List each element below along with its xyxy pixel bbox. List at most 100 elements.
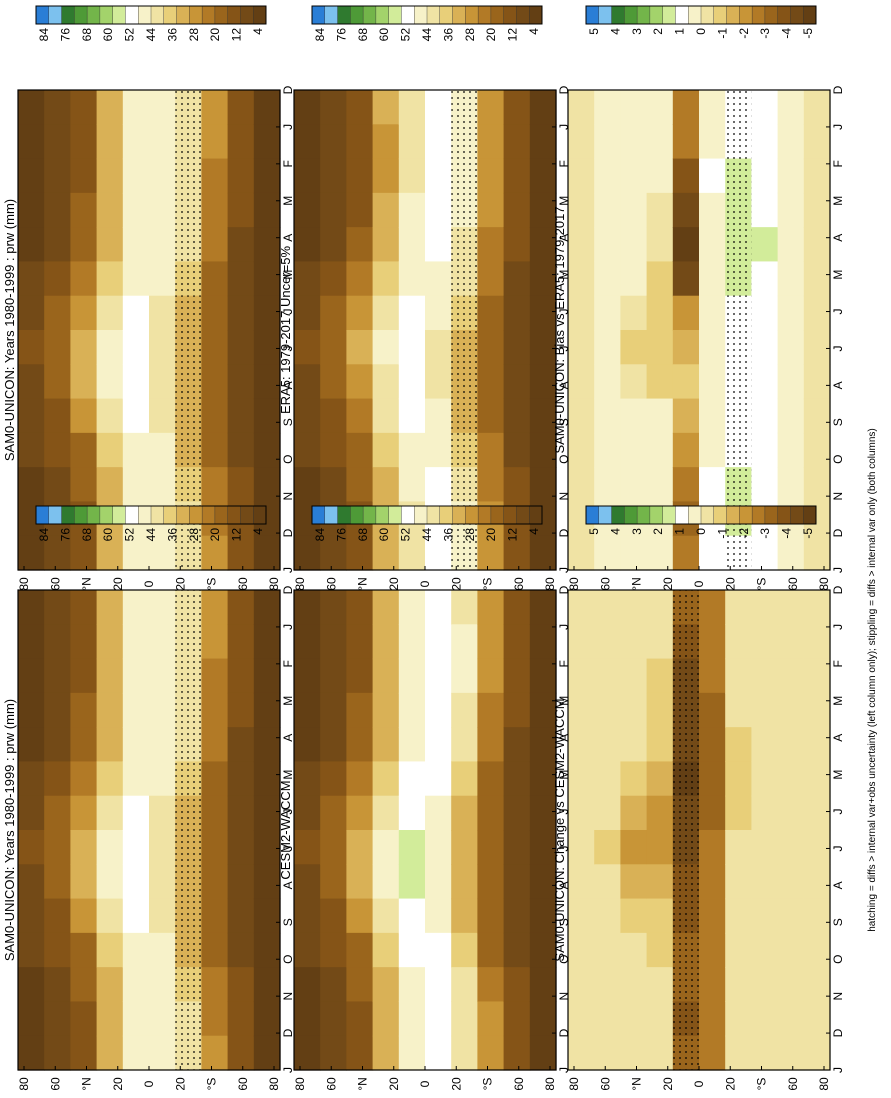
- heat-cell: [398, 535, 426, 571]
- heat-cell: [725, 1001, 752, 1037]
- heat-cell: [751, 227, 779, 263]
- colorbar-swatch: [713, 505, 728, 525]
- heat-cell: [201, 727, 229, 763]
- colorbar-label: -4: [780, 528, 794, 539]
- heat-cell: [320, 432, 347, 468]
- stipple-mark: [725, 432, 752, 468]
- heat-cell: [346, 432, 374, 468]
- month-tick-label: O: [281, 955, 295, 964]
- month-tick-label: J: [557, 809, 571, 815]
- heat-cell: [503, 1035, 531, 1071]
- heat-cell: [451, 1001, 478, 1037]
- heat-cell: [503, 932, 531, 968]
- heat-cell: [372, 261, 400, 297]
- heat-cell: [398, 227, 426, 263]
- heat-cell: [122, 364, 150, 400]
- colorbar-swatch: [649, 505, 664, 525]
- heat-cell: [96, 624, 124, 660]
- heat-cell: [149, 932, 176, 968]
- month-tick-label: M: [831, 270, 845, 280]
- heat-cell: [96, 692, 124, 728]
- month-tick-label: J: [281, 1067, 295, 1073]
- heat-cell: [594, 1035, 621, 1071]
- heat-cell: [503, 124, 531, 160]
- heat-cell: [451, 692, 478, 728]
- colorbar-swatch: [751, 5, 766, 25]
- heat-cell: [149, 967, 176, 1003]
- heat-cell: [201, 90, 229, 125]
- heat-cell: [372, 590, 400, 625]
- heat-cell: [777, 261, 805, 297]
- colorbar-label: -5: [801, 28, 815, 39]
- heat-cell: [568, 1035, 595, 1071]
- heat-cell: [803, 330, 831, 365]
- heat-cell: [122, 830, 150, 865]
- colorbar-swatch: [585, 5, 600, 25]
- heat-cell: [44, 330, 71, 365]
- heat-cell: [44, 535, 71, 571]
- colorbar-label: 76: [334, 28, 348, 42]
- colorbar-frame: [311, 505, 543, 525]
- lat-tick-label: 60: [786, 577, 800, 591]
- lat-tick-label: 80: [567, 1077, 581, 1091]
- heat-cell: [320, 1035, 347, 1071]
- heat-cell: [620, 932, 648, 968]
- heat-cell: [253, 624, 281, 660]
- lat-tick-label: 20: [111, 1077, 125, 1091]
- colorbar-swatch: [311, 505, 326, 525]
- heat-cell: [372, 535, 400, 571]
- lat-tick-label: 20: [387, 1077, 401, 1091]
- heat-cell: [227, 624, 255, 660]
- heat-cell: [122, 932, 150, 968]
- colorbar-swatch: [503, 5, 517, 25]
- stipple-mark: [175, 795, 202, 830]
- colorbar-swatch: [700, 505, 715, 525]
- heat-cell: [320, 692, 347, 728]
- stipple-mark: [672, 864, 699, 899]
- heat-cell: [398, 967, 426, 1003]
- heat-cell: [425, 692, 452, 728]
- heat-cell: [568, 761, 595, 797]
- colorbar-swatch: [150, 5, 165, 25]
- heat-cell: [149, 727, 176, 763]
- heat-cell: [699, 364, 726, 400]
- heat-cell: [227, 330, 255, 365]
- heat-cell: [751, 467, 779, 503]
- heat-cell: [70, 658, 98, 694]
- heat-cell: [96, 398, 124, 434]
- heat-cell: [201, 830, 229, 865]
- heat-cell: [451, 658, 478, 694]
- heat-cell: [646, 467, 674, 503]
- heat-cell: [201, 898, 229, 934]
- colorbar-label: 60: [377, 528, 391, 542]
- heat-cell: [646, 535, 674, 571]
- colorbar-swatch: [726, 505, 740, 525]
- heat-cell: [529, 624, 557, 660]
- heat-cell: [568, 398, 595, 434]
- lat-tick-label: 20: [449, 1077, 463, 1091]
- stipple-mark: [175, 261, 202, 296]
- heat-cell: [699, 830, 726, 865]
- heat-cell: [372, 330, 400, 365]
- heat-cell: [44, 795, 71, 831]
- heat-cell: [725, 590, 752, 625]
- heat-cell: [777, 761, 805, 797]
- heat-cell: [253, 761, 281, 797]
- heat-cell: [568, 124, 595, 160]
- heat-cell: [777, 967, 805, 1003]
- heat-cell: [451, 932, 478, 968]
- heat-cell: [201, 261, 229, 297]
- heat-cell: [699, 261, 726, 297]
- heat-cell: [18, 124, 45, 160]
- heat-cell: [803, 590, 831, 625]
- heat-cell: [751, 761, 779, 797]
- lat-tick-label: 0: [142, 580, 156, 587]
- heat-cell: [477, 432, 505, 468]
- heat-cell: [529, 227, 557, 263]
- colorbar-label: -4: [780, 28, 794, 39]
- heat-cell: [96, 535, 124, 571]
- heat-cell: [253, 864, 281, 900]
- heat-cell: [96, 795, 124, 831]
- heat-cell: [294, 590, 321, 625]
